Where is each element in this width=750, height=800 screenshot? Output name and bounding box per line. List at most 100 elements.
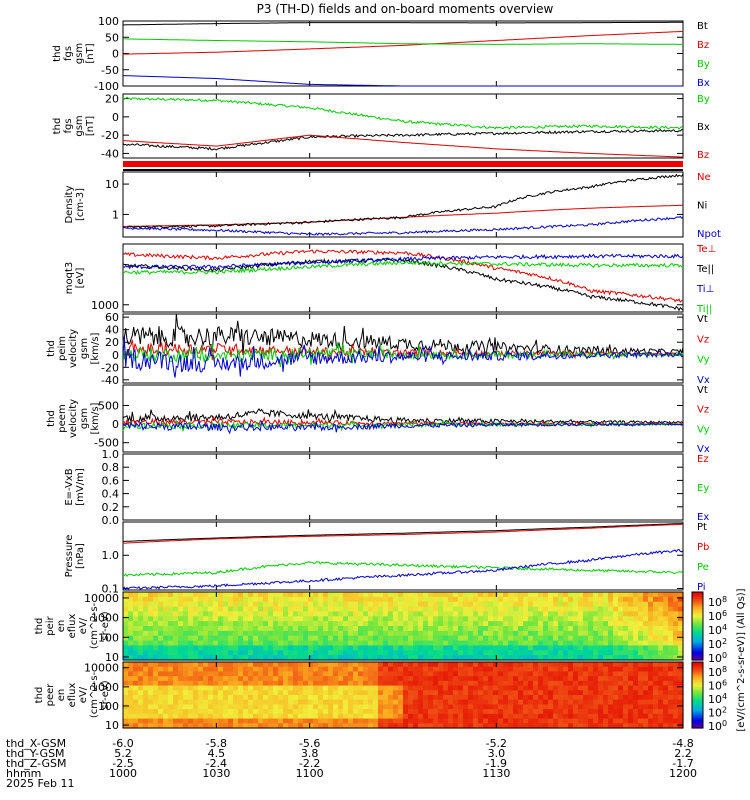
- spectrogram-cell: [193, 690, 199, 696]
- spectrogram-cell: [648, 666, 654, 673]
- spectrogram-cell: [193, 655, 199, 661]
- spectrogram-cell: [343, 690, 349, 696]
- spectrogram-cell: [613, 690, 619, 696]
- spectrogram-cell: [633, 695, 639, 701]
- spectrogram-cell: [193, 626, 199, 632]
- spectrogram-cell: [238, 645, 244, 651]
- spectrogram-cell: [493, 601, 499, 608]
- spectrogram-cell: [428, 680, 434, 687]
- spectrogram-cell: [663, 635, 669, 642]
- spectrogram-cell: [413, 680, 419, 687]
- spectrogram-cell: [673, 630, 679, 637]
- spectrogram-cell: [598, 596, 604, 603]
- spectrogram-cell: [153, 685, 159, 691]
- spectrogram-cell: [393, 699, 399, 706]
- spectrogram-cell: [558, 704, 564, 710]
- spectrogram-cell: [513, 723, 519, 729]
- spectrogram-cell: [473, 645, 479, 651]
- spectrogram-cell: [413, 666, 419, 673]
- spectrogram-cell: [153, 616, 159, 622]
- spectrogram-cell: [528, 592, 534, 598]
- spectrogram-cell: [258, 616, 264, 622]
- spectrogram-cell: [123, 650, 129, 656]
- spectrogram-cell: [318, 611, 324, 617]
- spectrogram-cell: [188, 626, 194, 632]
- spectrogram-cell: [433, 671, 439, 677]
- spectrogram-cell: [583, 650, 589, 656]
- panel-10-ylabel-line: eflux: [67, 683, 78, 708]
- spectrogram-cell: [483, 592, 489, 598]
- spectrogram-cell: [668, 630, 674, 637]
- spectrogram-cell: [613, 655, 619, 661]
- spectrogram-cell: [193, 645, 199, 651]
- spectrogram-cell: [308, 704, 314, 710]
- spectrogram-cell: [318, 606, 324, 613]
- spectrogram-cell: [153, 592, 159, 598]
- spectrogram-cell: [513, 680, 519, 687]
- spectrogram-cell: [253, 713, 259, 720]
- spectrogram-cell: [173, 685, 179, 691]
- spectrogram-cell: [163, 685, 169, 691]
- spectrogram-cell: [143, 718, 149, 724]
- spectrogram-cell: [563, 635, 569, 642]
- spectrogram-cell: [193, 699, 199, 706]
- spectrogram-cell: [353, 635, 359, 642]
- spectrogram-cell: [528, 655, 534, 661]
- spectrogram-cell: [393, 645, 399, 651]
- panel-8-ylabel-line: [nPa]: [75, 543, 86, 569]
- spectrogram-cell: [618, 666, 624, 673]
- spectrogram-cell: [223, 616, 229, 622]
- spectrogram-cell: [673, 671, 679, 677]
- spectrogram-cell: [143, 606, 149, 613]
- spectrogram-cell: [208, 713, 214, 720]
- spectrogram-cell: [308, 671, 314, 677]
- spectrogram-cell: [363, 685, 369, 691]
- spectrogram-cell: [323, 718, 329, 724]
- spectrogram-cell: [193, 676, 199, 682]
- spectrogram-cell: [443, 695, 449, 701]
- spectrogram-cell: [618, 723, 624, 729]
- spectrogram-cell: [418, 713, 424, 720]
- spectrogram-cell: [233, 695, 239, 701]
- spectrogram-cell: [473, 662, 479, 668]
- spectrogram-cell: [403, 666, 409, 673]
- spectrogram-cell: [333, 676, 339, 682]
- spectrogram-cell: [133, 666, 139, 673]
- spectrogram-cell: [343, 718, 349, 724]
- spectrogram-cell: [618, 645, 624, 651]
- spectrogram-cell: [408, 645, 414, 651]
- spectrogram-cell: [643, 723, 649, 729]
- spectrogram-cell: [363, 709, 369, 715]
- spectrogram-cell: [298, 723, 304, 729]
- spectrogram-cell: [623, 709, 629, 715]
- spectrogram-cell: [523, 650, 529, 656]
- spectrogram-cell: [508, 592, 514, 598]
- spectrogram-cell: [253, 671, 259, 677]
- spectrogram-cell: [428, 709, 434, 715]
- spectrogram-cell: [233, 635, 239, 642]
- spectrogram-cell: [458, 645, 464, 651]
- spectrogram-cell: [518, 718, 524, 724]
- spectrogram-cell: [378, 695, 384, 701]
- spectrogram-cell: [503, 676, 509, 682]
- spectrogram-cell: [343, 645, 349, 651]
- spectrogram-cell: [453, 685, 459, 691]
- spectrogram-cell: [338, 685, 344, 691]
- spectrogram-cell: [658, 695, 664, 701]
- spectrogram-cell: [163, 626, 169, 632]
- x-axis-value: -5.8: [206, 737, 227, 750]
- spectrogram-cell: [288, 671, 294, 677]
- spectrogram-cell: [473, 709, 479, 715]
- spectrogram-cell: [288, 621, 294, 627]
- spectrogram-cell: [158, 723, 164, 729]
- spectrogram-cell: [143, 650, 149, 656]
- spectrogram-cell: [163, 704, 169, 710]
- spectrogram-cell: [413, 709, 419, 715]
- spectrogram-cell: [638, 596, 644, 603]
- spectrogram-cell: [378, 640, 384, 647]
- spectrogram-cell: [673, 611, 679, 617]
- spectrogram-cell: [443, 630, 449, 637]
- spectrogram-cell: [663, 626, 669, 632]
- spectrogram-cell: [148, 662, 154, 668]
